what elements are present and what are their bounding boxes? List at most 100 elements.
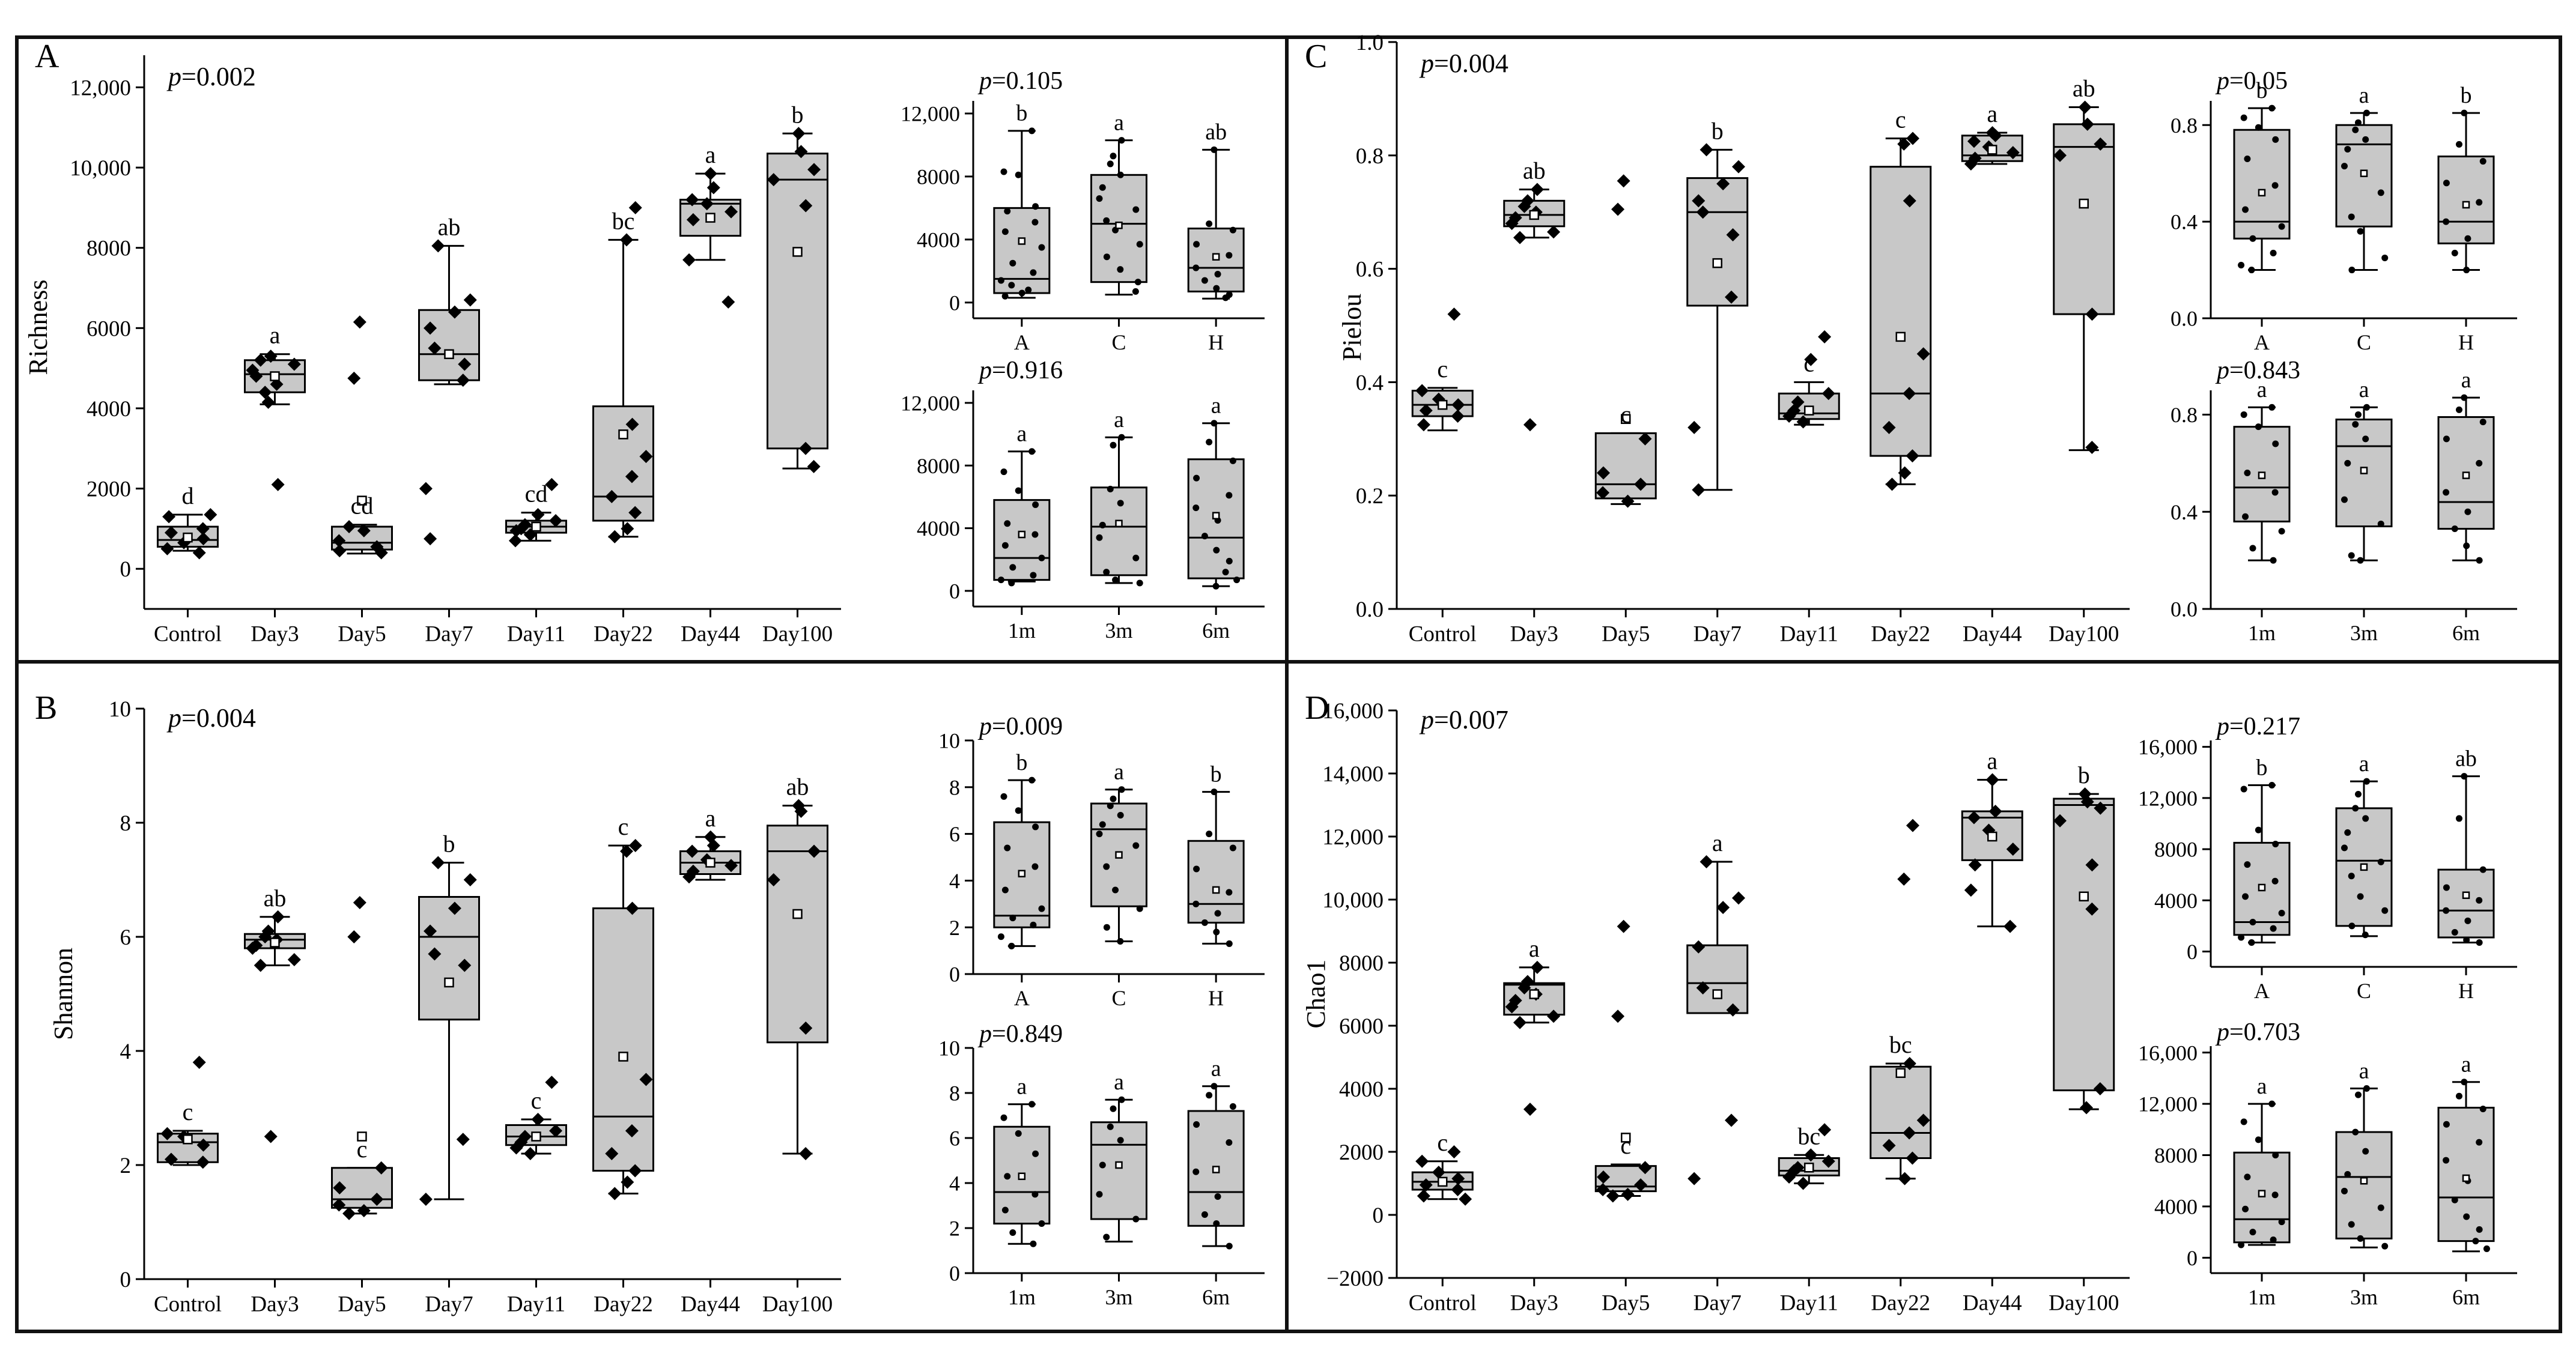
panel-A-main-mean-Day44 (705, 213, 715, 223)
panel-D-main-point (1696, 981, 1710, 994)
panel-D-inset-1-point (2278, 910, 2285, 917)
panel-A-inset-2-point (1192, 504, 1200, 512)
panel-B-inset-1-letter-C: a (1114, 760, 1124, 785)
panel-B-inset-2-point (1099, 1161, 1106, 1169)
panel-B-main-point (456, 1133, 470, 1146)
panel-C-main-point (2094, 137, 2107, 151)
panel-C-inset-1-p-value: p=0.05 (2215, 67, 2288, 95)
panel-D-inset-2-ytick-label: 12,000 (2138, 1092, 2198, 1116)
panel-B-inset-1-point (1118, 786, 1125, 793)
panel-C-inset-1-point (2362, 136, 2369, 143)
panel-D-main-point (1547, 1009, 1561, 1023)
panel-B-main-point (682, 870, 696, 884)
panel-A-inset-2-mean-1m (1018, 530, 1026, 539)
panel-C-main-point (1782, 410, 1796, 423)
panel-A-inset-2-point (1015, 487, 1022, 494)
panel-A-main-point (370, 540, 384, 554)
panel-A-main-xtick-label: Day5 (338, 622, 386, 647)
panel-B-inset-2-ytick-label: 2 (949, 1217, 960, 1241)
panel-A-inset-2-ytick-label: 4000 (917, 516, 960, 540)
panel-D-main-mean-Day3 (1529, 989, 1539, 999)
panel-B-inset-1-letter-H: b (1211, 761, 1222, 787)
panel-B-main-point (794, 805, 808, 818)
panel-D-inset-1-point (2463, 936, 2470, 943)
panel-A-main-point (639, 450, 653, 464)
panel-A-main-point (608, 530, 622, 543)
panel-B-inset-1-mean-H (1212, 886, 1220, 894)
panel-A-inset-2-xtick-label: 1m (1008, 619, 1036, 643)
panel-C-main-letter-Control: c (1437, 356, 1448, 383)
panel-D-main-point (1513, 1016, 1526, 1029)
panel-D-inset-2-point (2270, 1236, 2277, 1243)
panel-D-main-point (1621, 1187, 1635, 1201)
panel-C-main-ytick-label: 0.6 (1356, 258, 1384, 282)
panel-B-inset-1-letter-A: b (1016, 750, 1027, 775)
panel-C-inset-2-mean-6m (2462, 471, 2470, 479)
panel-C-inset-2-letter-1m: a (2257, 377, 2267, 402)
panel-A-main-point (721, 295, 735, 309)
panel-D-main-ytick-label: 14,000 (1322, 762, 1384, 787)
panel-D-main-point (2080, 1101, 2094, 1115)
panel-B-inset-1-point (1112, 886, 1119, 894)
panel-A-inset-2-point (1038, 554, 1045, 561)
panel-B-main-point (549, 1124, 563, 1137)
panel-B-inset-1-box-H (1187, 840, 1245, 924)
panel-A-main-point (799, 199, 813, 213)
panel-C-inset-2-mean-1m (2258, 471, 2266, 479)
panel-C-main-point (1804, 353, 1818, 366)
panel-A-main-point (357, 524, 371, 537)
panel-B-inset-2-point (1226, 1243, 1233, 1250)
panel-D-main-point (2085, 902, 2099, 916)
panel-B-inset-1-axes: 0 2 4 6 8 10 Ab Ca Hb p=0.009 (938, 713, 1265, 1010)
panel-D-inset-1-point (2344, 829, 2351, 836)
panel-C-inset-2-point (2362, 435, 2369, 443)
panel-B-inset-2-point (1038, 1220, 1045, 1227)
panel-A-inset-2-point (1112, 577, 1119, 584)
panel-B-main-p-value: p=0.004 (166, 703, 256, 733)
panel-B-main-letter-Day5: c (357, 1136, 368, 1163)
panel-C-main-letter-Day44: a (1987, 100, 1997, 127)
panel-D-main-letter-Day5: c (1620, 1132, 1631, 1159)
panel-D-inset-1-mean-A (2258, 883, 2266, 892)
panel-D-inset-1-point (2255, 826, 2262, 834)
panel-D-inset-2-letter-3m: a (2359, 1058, 2369, 1083)
panel-D-inset-2-point (2363, 1085, 2371, 1092)
panel-D-inset-2-point (2352, 1128, 2359, 1136)
panel-A-main-point (767, 173, 780, 187)
panel-D-main-point (1916, 1113, 1930, 1127)
panel-A-inset-1-point (1132, 288, 1139, 295)
panel-A-main-letter-Day5: cd (351, 492, 374, 519)
panel-D-inset-2-box-3m (2335, 1131, 2393, 1239)
panel-A-inset-1-point (997, 277, 1004, 284)
panel-D-inset-2-box-1m (2233, 1151, 2291, 1244)
panel-C-main-point (1417, 418, 1430, 432)
panel-A-main-letter-Day7: ab (438, 213, 461, 240)
panel-D-main-ytick-label: 10,000 (1322, 888, 1384, 913)
panel-B-inset-1-point (1213, 928, 1220, 936)
panel-B-inset-2-letter-6m: a (1211, 1056, 1221, 1082)
panel-A-main-box-Day100 (767, 153, 828, 450)
panel-D-inset-1-point (2461, 773, 2468, 780)
panel-A-main-xtick-label: Day7 (425, 622, 473, 647)
panel-D-main-point (1988, 805, 2002, 818)
panel-A-inset-1-xtick-label: A (1014, 330, 1030, 354)
panel-B-inset-2-letter-3m: a (1114, 1070, 1124, 1095)
panel-B-main-xtick-label: Day11 (507, 1292, 565, 1317)
panel-D-inset-2-point (2249, 1229, 2256, 1236)
panel-C-main-point (1916, 347, 1930, 361)
panel-A-inset-1-point (1001, 292, 1009, 300)
panel-C-main-box-Day22 (1870, 166, 1932, 457)
panel-A-inset-2-point (1132, 554, 1140, 561)
panel-D-inset-2-point (2271, 1191, 2279, 1199)
panel-A-inset-1-ytick-label: 12,000 (901, 102, 960, 126)
panel-B-main-ytick-label: 0 (120, 1268, 132, 1292)
panel-C-main-point (1732, 160, 1746, 174)
panel-D-main-point (2085, 858, 2099, 872)
panel-C-inset-2-point (2348, 552, 2355, 559)
panel-A-main-point (419, 482, 433, 495)
panel-D-main-letter-Day3: a (1529, 935, 1540, 962)
panel-D-inset-1-point (2348, 873, 2355, 880)
panel-B-main-letter-Day44: a (705, 805, 716, 832)
panel-C-main-point (2085, 440, 2099, 454)
panel-B-inset-1-point (1103, 863, 1110, 870)
